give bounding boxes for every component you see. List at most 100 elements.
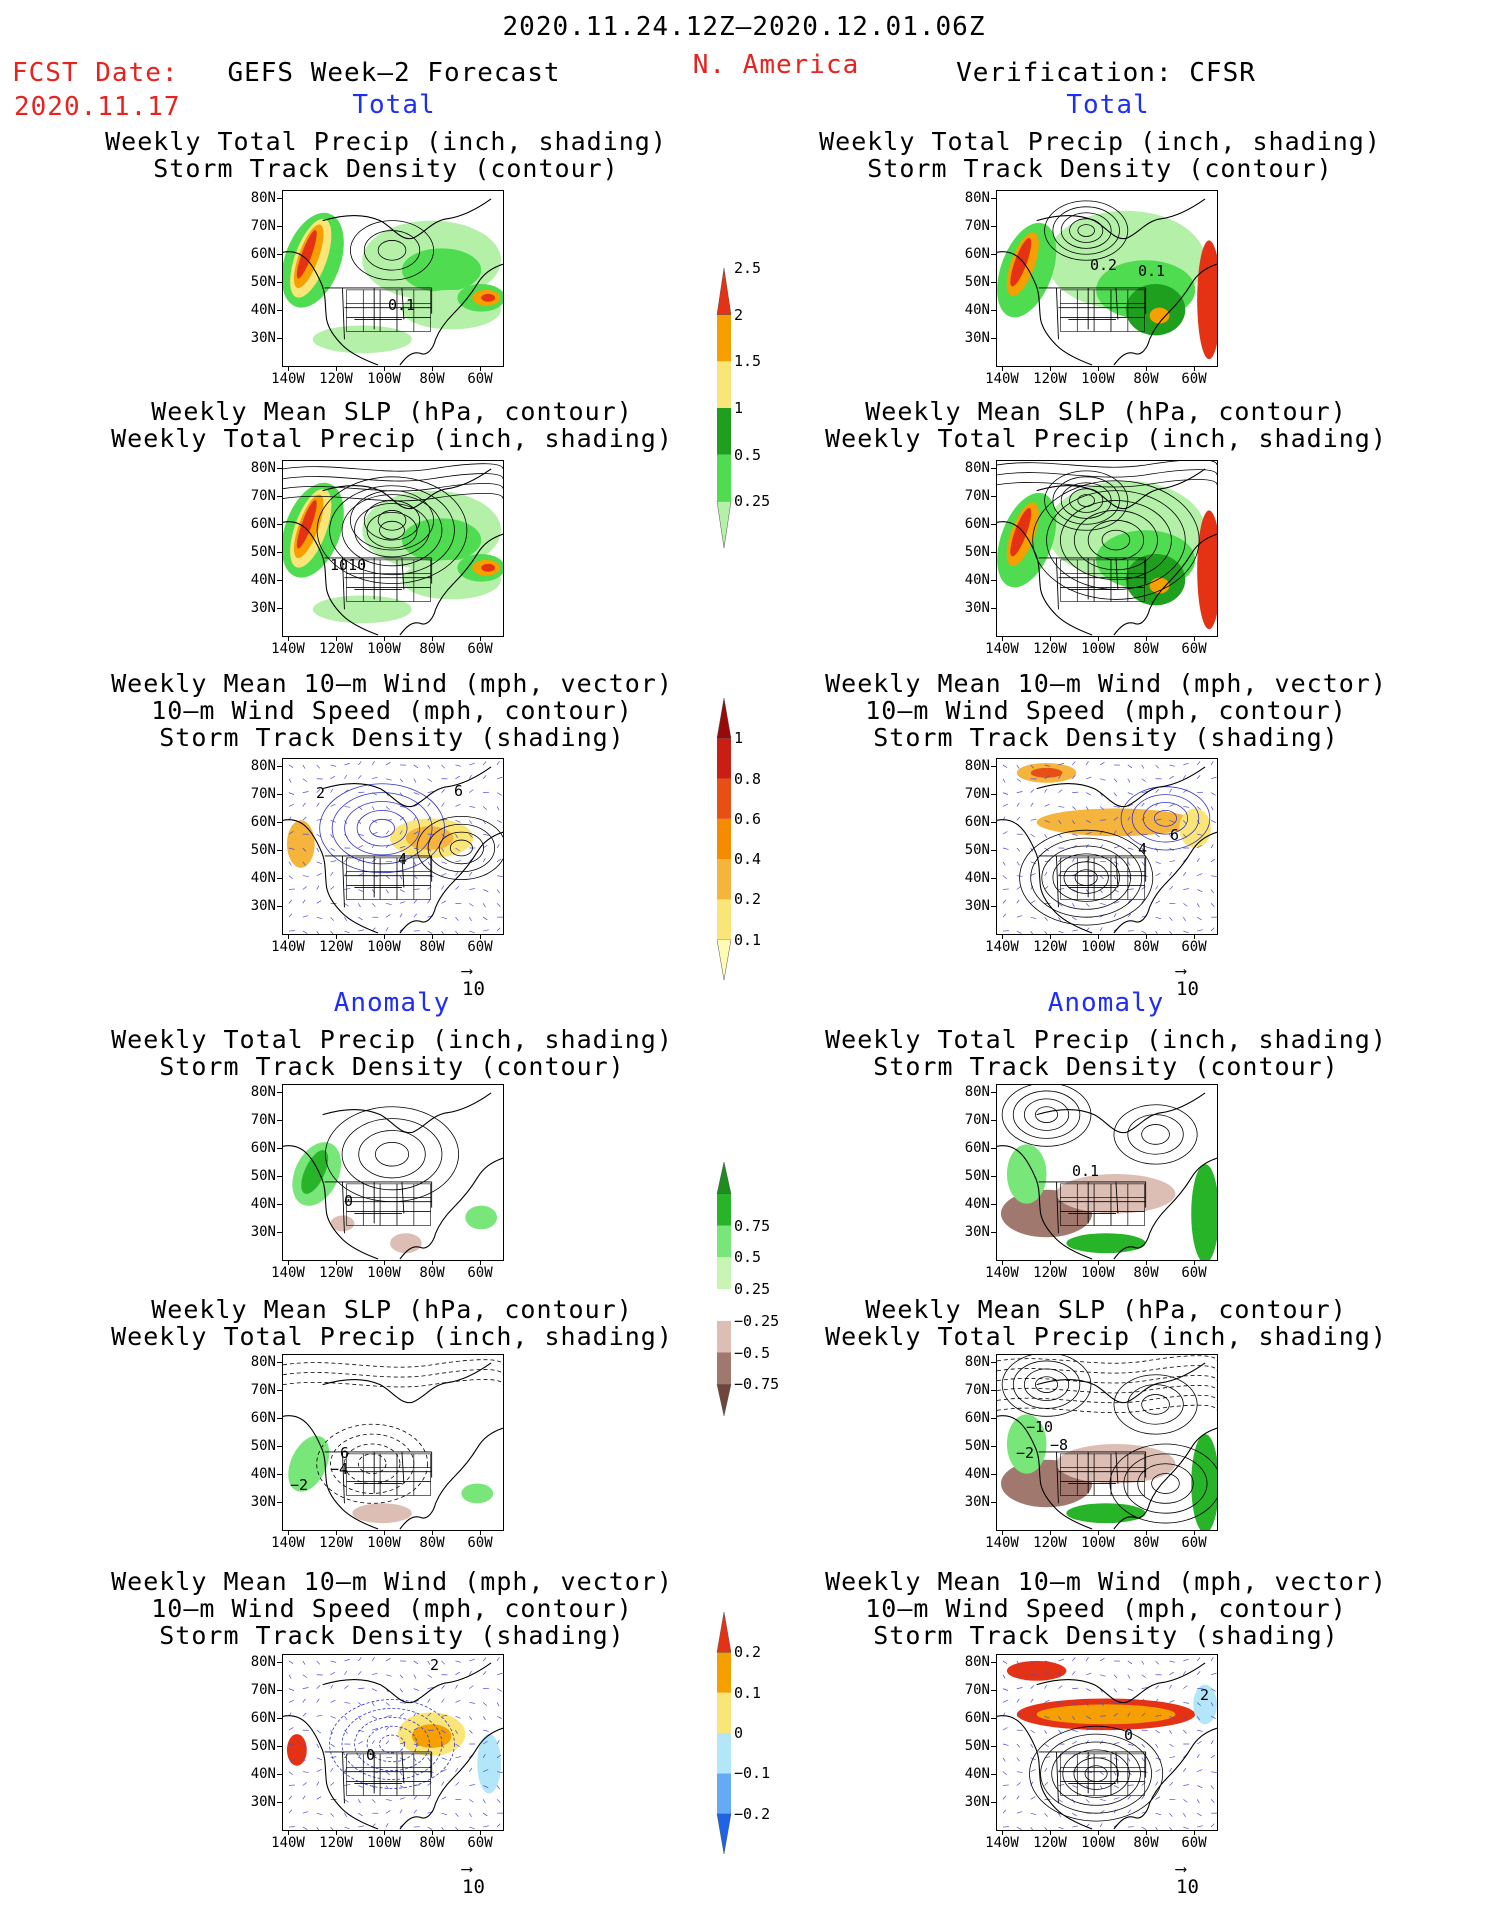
lat-tick bbox=[991, 850, 996, 851]
fcst-date-value: 2020.11.17 bbox=[14, 92, 181, 122]
lon-tick bbox=[1194, 1530, 1195, 1535]
contour-label: −4 bbox=[330, 1460, 349, 1478]
contour-label: −8 bbox=[1050, 1436, 1069, 1454]
colorbar-segment bbox=[717, 361, 731, 408]
lon-tick bbox=[384, 636, 385, 641]
contour-label: −10 bbox=[1026, 1418, 1054, 1436]
lon-tick-label: 80W bbox=[419, 1535, 445, 1551]
lon-tick-label: 60W bbox=[1181, 371, 1207, 387]
lat-tick bbox=[991, 1092, 996, 1093]
lat-tick-label: 50N bbox=[250, 1738, 276, 1754]
colorbar-label: 1 bbox=[734, 399, 744, 417]
contour-label: 4 bbox=[1138, 840, 1148, 858]
colorbar-label: 0.8 bbox=[734, 769, 762, 788]
colorbar-segment bbox=[716, 1813, 732, 1855]
lat-tick-label: 60N bbox=[964, 1140, 990, 1156]
lon-tick bbox=[432, 1530, 433, 1535]
map-ver-anom-slp bbox=[996, 1354, 1218, 1531]
colorbar-label: 1 bbox=[734, 729, 744, 748]
lon-tick bbox=[1002, 934, 1003, 939]
colorbar-segment bbox=[716, 1162, 732, 1194]
lat-tick-label: 60N bbox=[250, 1140, 276, 1156]
lat-tick bbox=[277, 1802, 282, 1803]
lat-tick bbox=[991, 1746, 996, 1747]
lat-tick bbox=[277, 254, 282, 255]
lon-tick bbox=[1050, 934, 1051, 939]
lon-tick bbox=[432, 366, 433, 371]
lat-tick-label: 30N bbox=[250, 600, 276, 616]
lon-tick bbox=[1002, 1260, 1003, 1265]
lon-tick-label: 100W bbox=[367, 939, 401, 955]
lat-tick bbox=[277, 1418, 282, 1419]
colorbar-label: −0.75 bbox=[734, 1375, 780, 1394]
lat-tick-label: 80N bbox=[964, 758, 990, 774]
lon-tick bbox=[1194, 366, 1195, 371]
colorbar-segment bbox=[717, 738, 731, 779]
colorbar-segment bbox=[717, 408, 731, 455]
lat-tick-label: 50N bbox=[250, 274, 276, 290]
section-anomaly-right: Anomaly bbox=[1047, 988, 1165, 1018]
lon-tick-label: 60W bbox=[1181, 1265, 1207, 1281]
lon-tick-label: 140W bbox=[985, 1835, 1019, 1851]
lat-tick bbox=[277, 226, 282, 227]
colorbar-label: 0.4 bbox=[734, 850, 762, 869]
lon-tick-label: 120W bbox=[319, 939, 353, 955]
colorbar-label: −0.1 bbox=[734, 1764, 771, 1783]
lon-tick-label: 140W bbox=[271, 939, 305, 955]
lon-tick bbox=[336, 1260, 337, 1265]
title-fc-total-wind: Weekly Mean 10‒m Wind (mph, vector) 10‒m … bbox=[111, 669, 673, 752]
lat-tick-label: 60N bbox=[250, 1410, 276, 1426]
lat-tick-label: 40N bbox=[964, 302, 990, 318]
lat-tick-label: 50N bbox=[964, 1438, 990, 1454]
contour-label: 0.2 bbox=[1090, 256, 1118, 274]
lon-tick bbox=[1146, 1830, 1147, 1835]
lat-tick-label: 60N bbox=[250, 814, 276, 830]
lon-tick-label: 100W bbox=[367, 1835, 401, 1851]
lon-tick bbox=[1194, 1260, 1195, 1265]
lon-tick-label: 60W bbox=[467, 371, 493, 387]
lat-tick-label: 40N bbox=[250, 870, 276, 886]
lat-tick-label: 50N bbox=[964, 274, 990, 290]
lat-tick bbox=[991, 1774, 996, 1775]
lon-tick bbox=[432, 934, 433, 939]
lon-tick-label: 80W bbox=[1133, 371, 1159, 387]
lon-tick-label: 60W bbox=[1181, 939, 1207, 955]
lon-tick bbox=[1194, 934, 1195, 939]
lat-tick bbox=[277, 1502, 282, 1503]
lat-tick-label: 30N bbox=[964, 1794, 990, 1810]
lat-tick-label: 70N bbox=[964, 218, 990, 234]
lon-tick-label: 140W bbox=[271, 1535, 305, 1551]
lat-tick bbox=[991, 1232, 996, 1233]
lon-tick-label: 80W bbox=[419, 939, 445, 955]
lat-tick-label: 30N bbox=[964, 330, 990, 346]
lat-tick bbox=[277, 906, 282, 907]
date-range: 2020.11.24.12Z‒2020.12.01.06Z bbox=[502, 12, 986, 42]
lat-tick bbox=[277, 1718, 282, 1719]
lat-tick-label: 50N bbox=[250, 544, 276, 560]
lon-tick-label: 80W bbox=[1133, 939, 1159, 955]
contour-label: −2 bbox=[290, 1476, 309, 1494]
lon-tick-label: 60W bbox=[467, 1535, 493, 1551]
lon-tick bbox=[1002, 1530, 1003, 1535]
colorbar-label: 0 bbox=[734, 1724, 744, 1742]
colorbar-segment bbox=[717, 1289, 731, 1321]
lat-tick bbox=[991, 878, 996, 879]
contour-label: 2 bbox=[1200, 1686, 1210, 1704]
lon-tick-label: 100W bbox=[367, 1535, 401, 1551]
title-ver-anom-precip: Weekly Total Precip (inch, shading) Storm… bbox=[825, 1025, 1387, 1081]
lat-tick-label: 30N bbox=[250, 1224, 276, 1240]
lon-tick-label: 120W bbox=[1033, 939, 1067, 955]
lat-tick bbox=[277, 496, 282, 497]
lat-tick-label: 80N bbox=[964, 460, 990, 476]
section-total-right: Total bbox=[1066, 90, 1150, 120]
lat-tick-label: 30N bbox=[250, 898, 276, 914]
lon-tick bbox=[288, 1260, 289, 1265]
lat-tick bbox=[991, 1176, 996, 1177]
lat-tick-label: 70N bbox=[250, 786, 276, 802]
colorbar-label: 0.2 bbox=[734, 1643, 762, 1662]
colorbar-segment bbox=[717, 1352, 731, 1385]
lon-tick bbox=[432, 1830, 433, 1835]
lat-tick-label: 70N bbox=[250, 1382, 276, 1398]
lat-tick-label: 40N bbox=[964, 1766, 990, 1782]
lat-tick bbox=[277, 850, 282, 851]
